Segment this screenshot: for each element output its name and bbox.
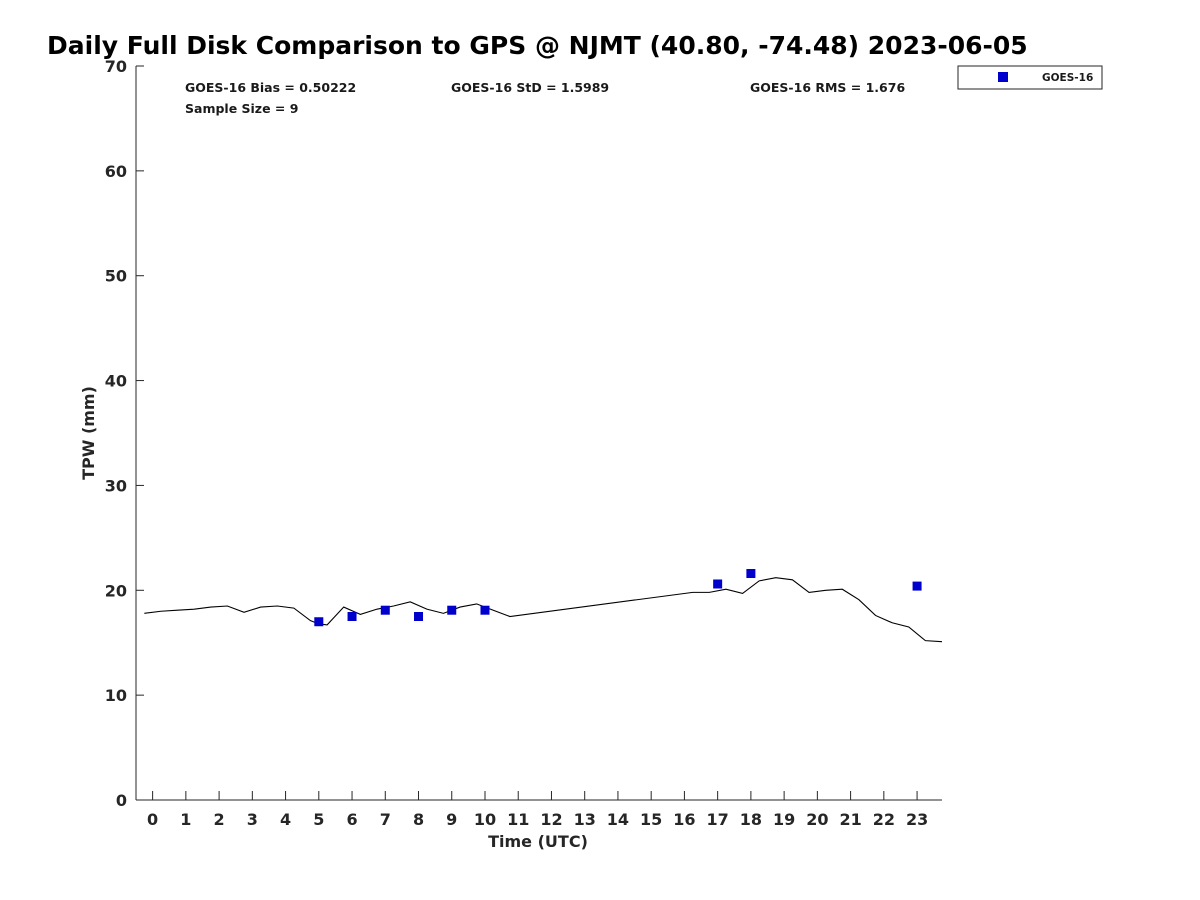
x-tick-label: 0 — [147, 810, 158, 829]
x-tick-label: 5 — [313, 810, 324, 829]
series-line — [144, 577, 943, 643]
legend: GOES-16 — [957, 65, 1103, 90]
x-tick-label: 10 — [474, 810, 496, 829]
x-tick-label: 22 — [873, 810, 895, 829]
y-tick-label: 70 — [105, 57, 127, 76]
x-tick-label: 18 — [740, 810, 762, 829]
x-tick-label: 14 — [607, 810, 629, 829]
y-axis-label: TPW (mm) — [79, 386, 98, 480]
x-tick-label: 11 — [507, 810, 529, 829]
y-tick-label: 0 — [116, 791, 127, 810]
x-tick-label: 16 — [673, 810, 695, 829]
x-tick-label: 8 — [413, 810, 424, 829]
y-tick-label: 30 — [105, 476, 127, 495]
x-tick-label: 12 — [540, 810, 562, 829]
x-tick-label: 23 — [906, 810, 928, 829]
goes16-point — [347, 612, 357, 621]
goes16-point — [912, 581, 922, 591]
goes16-point — [447, 605, 457, 615]
y-tick-label: 60 — [105, 162, 127, 181]
x-axis-ticks: 0 1 2 3 4 5 6 7 8 9 10 11 12 13 14 15 16 17 18 19 20 21 22 23 — [147, 791, 928, 829]
x-tick-label: 15 — [640, 810, 662, 829]
legend-label-goes16: GOES-16 — [1042, 72, 1093, 84]
y-tick-label: 50 — [105, 267, 127, 286]
stat-bias: GOES-16 Bias = 0.50222 — [185, 80, 356, 95]
x-tick-label: 3 — [247, 810, 258, 829]
stat-rms: GOES-16 RMS = 1.676 — [750, 80, 905, 95]
x-tick-label: 13 — [574, 810, 596, 829]
chart-title: Daily Full Disk Comparison to GPS @ NJMT… — [47, 31, 1028, 60]
goes16-point — [380, 605, 390, 615]
gps-tpw-line — [144, 577, 943, 643]
y-tick-label: 40 — [105, 372, 127, 391]
stat-sample-size: Sample Size = 9 — [185, 101, 298, 116]
goes16-point — [314, 617, 324, 627]
x-tick-label: 1 — [180, 810, 191, 829]
y-tick-label: 10 — [105, 686, 127, 705]
x-tick-label: 21 — [839, 810, 861, 829]
y-axis-ticks: 0 10 20 30 40 50 60 70 — [105, 57, 144, 810]
goes16-point — [746, 569, 756, 579]
legend-marker-goes16 — [998, 72, 1008, 82]
x-axis-label: Time (UTC) — [488, 832, 588, 851]
legend-box — [957, 65, 1103, 90]
stat-std: GOES-16 StD = 1.5989 — [451, 80, 609, 95]
x-tick-label: 20 — [806, 810, 828, 829]
x-tick-label: 19 — [773, 810, 795, 829]
x-tick-label: 6 — [346, 810, 357, 829]
goes16-point — [713, 579, 723, 589]
x-tick-label: 9 — [446, 810, 457, 829]
x-tick-label: 2 — [214, 810, 225, 829]
y-tick-label: 20 — [105, 581, 127, 600]
goes16-point — [414, 612, 424, 621]
goes16-point — [480, 605, 490, 615]
x-tick-label: 17 — [707, 810, 729, 829]
series-goes16-points — [314, 569, 922, 627]
x-tick-label: 4 — [280, 810, 291, 829]
x-tick-label: 7 — [380, 810, 391, 829]
